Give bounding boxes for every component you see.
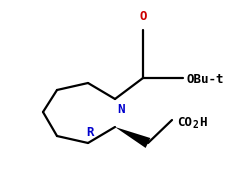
Polygon shape [114,127,150,148]
Text: CO: CO [176,115,191,129]
Text: R: R [86,127,94,139]
Text: O: O [139,10,146,23]
Text: 2: 2 [192,120,198,130]
Text: N: N [116,103,124,116]
Text: H: H [198,115,206,129]
Text: OBu-t: OBu-t [186,72,224,86]
